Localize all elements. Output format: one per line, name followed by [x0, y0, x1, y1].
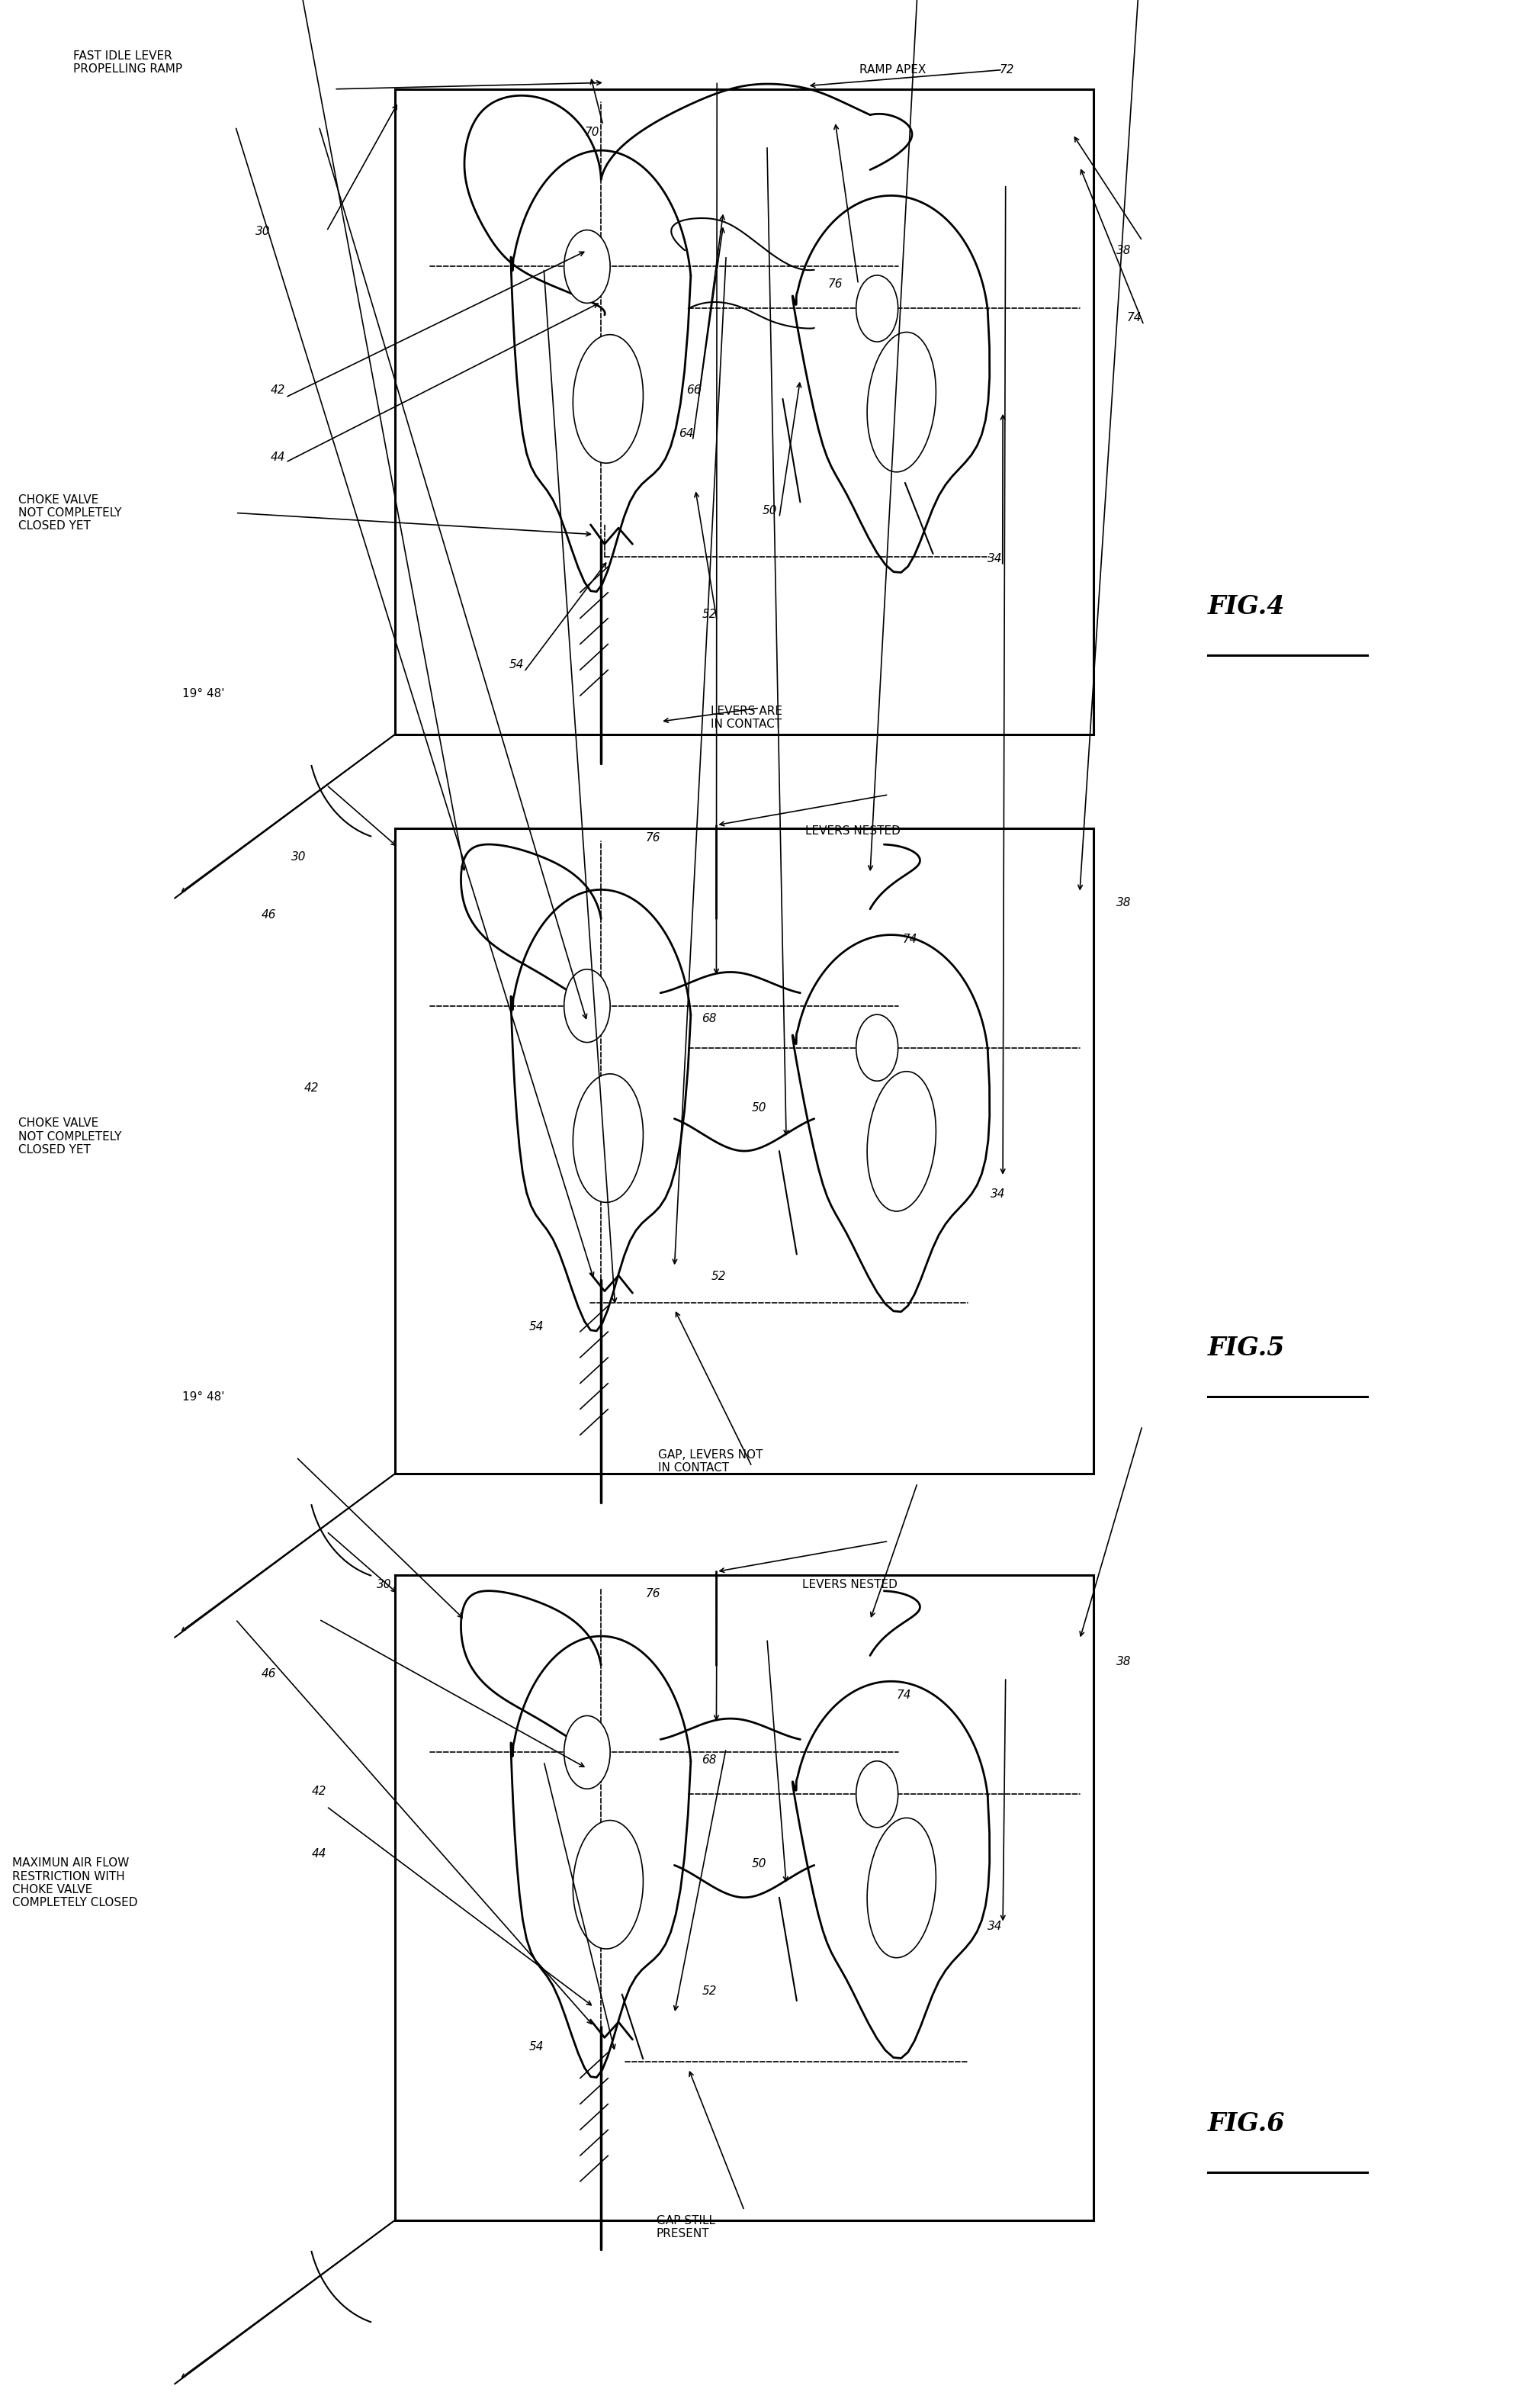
Circle shape — [564, 231, 611, 303]
Text: 74: 74 — [896, 1690, 911, 1700]
Circle shape — [857, 1014, 898, 1081]
Text: 44: 44 — [311, 1849, 327, 1859]
Text: MAXIMUN AIR FLOW
RESTRICTION WITH
CHOKE VALVE
COMPLETELY CLOSED: MAXIMUN AIR FLOW RESTRICTION WITH CHOKE … — [12, 1857, 138, 1910]
Text: 68: 68 — [702, 1755, 717, 1765]
Text: 54: 54 — [509, 660, 524, 669]
Text: FIG.4: FIG.4 — [1208, 595, 1285, 619]
Text: 74: 74 — [902, 934, 917, 944]
Ellipse shape — [867, 332, 936, 472]
Text: LEVERS ARE
IN CONTACT: LEVERS ARE IN CONTACT — [711, 706, 782, 730]
Text: 52: 52 — [702, 609, 717, 619]
Text: GAP STILL
PRESENT: GAP STILL PRESENT — [656, 2215, 715, 2239]
Circle shape — [857, 1760, 898, 1828]
Ellipse shape — [573, 335, 643, 462]
Bar — [395, 828, 1094, 1474]
Text: 72: 72 — [1000, 65, 1015, 75]
Text: 34: 34 — [987, 1922, 1003, 1931]
Text: 64: 64 — [679, 429, 694, 438]
Bar — [395, 89, 1094, 734]
Text: CHOKE VALVE
NOT COMPLETELY
CLOSED YET: CHOKE VALVE NOT COMPLETELY CLOSED YET — [18, 494, 122, 532]
Text: 30: 30 — [255, 226, 270, 236]
Text: 50: 50 — [752, 1103, 767, 1112]
Text: CHOKE VALVE
NOT COMPLETELY
CLOSED YET: CHOKE VALVE NOT COMPLETELY CLOSED YET — [18, 1117, 122, 1156]
Text: 54: 54 — [529, 1322, 544, 1332]
Text: 76: 76 — [646, 1589, 661, 1599]
Text: 19° 48': 19° 48' — [182, 689, 225, 698]
Text: 50: 50 — [763, 506, 778, 515]
Text: 70: 70 — [585, 128, 600, 137]
Text: 76: 76 — [828, 279, 843, 289]
Ellipse shape — [867, 1072, 936, 1211]
Ellipse shape — [867, 1818, 936, 1958]
Text: 19° 48': 19° 48' — [182, 1392, 225, 1401]
Ellipse shape — [573, 1820, 643, 1948]
Text: 54: 54 — [529, 2042, 544, 2052]
Circle shape — [564, 970, 611, 1043]
Ellipse shape — [573, 1074, 643, 1202]
Text: 42: 42 — [270, 385, 286, 395]
Text: 42: 42 — [304, 1084, 319, 1093]
Text: 38: 38 — [1116, 246, 1132, 255]
Text: 52: 52 — [702, 1987, 717, 1996]
Text: 76: 76 — [646, 833, 661, 843]
Bar — [395, 1575, 1094, 2220]
Text: GAP, LEVERS NOT
IN CONTACT: GAP, LEVERS NOT IN CONTACT — [658, 1450, 763, 1474]
Text: FAST IDLE LEVER
PROPELLING RAMP: FAST IDLE LEVER PROPELLING RAMP — [73, 51, 182, 75]
Text: 44: 44 — [270, 453, 286, 462]
Text: 30: 30 — [292, 852, 307, 862]
Text: FIG.5: FIG.5 — [1208, 1336, 1285, 1361]
Text: RAMP APEX: RAMP APEX — [860, 65, 927, 75]
Text: 34: 34 — [990, 1190, 1006, 1199]
Text: 34: 34 — [987, 554, 1003, 563]
Text: FIG.6: FIG.6 — [1208, 2112, 1285, 2136]
Text: LEVERS NESTED: LEVERS NESTED — [805, 826, 901, 836]
Text: 38: 38 — [1116, 1657, 1132, 1666]
Circle shape — [857, 275, 898, 342]
Text: 66: 66 — [687, 385, 702, 395]
Text: 52: 52 — [711, 1271, 726, 1281]
Text: 30: 30 — [377, 1580, 392, 1589]
Text: 50: 50 — [752, 1859, 767, 1869]
Text: 46: 46 — [261, 1669, 276, 1678]
Text: 46: 46 — [261, 910, 276, 920]
Text: LEVERS NESTED: LEVERS NESTED — [802, 1580, 898, 1589]
Text: 38: 38 — [1116, 898, 1132, 908]
Text: 68: 68 — [702, 1014, 717, 1023]
Text: 74: 74 — [1127, 313, 1142, 323]
Circle shape — [564, 1717, 611, 1789]
Text: 42: 42 — [311, 1787, 327, 1796]
